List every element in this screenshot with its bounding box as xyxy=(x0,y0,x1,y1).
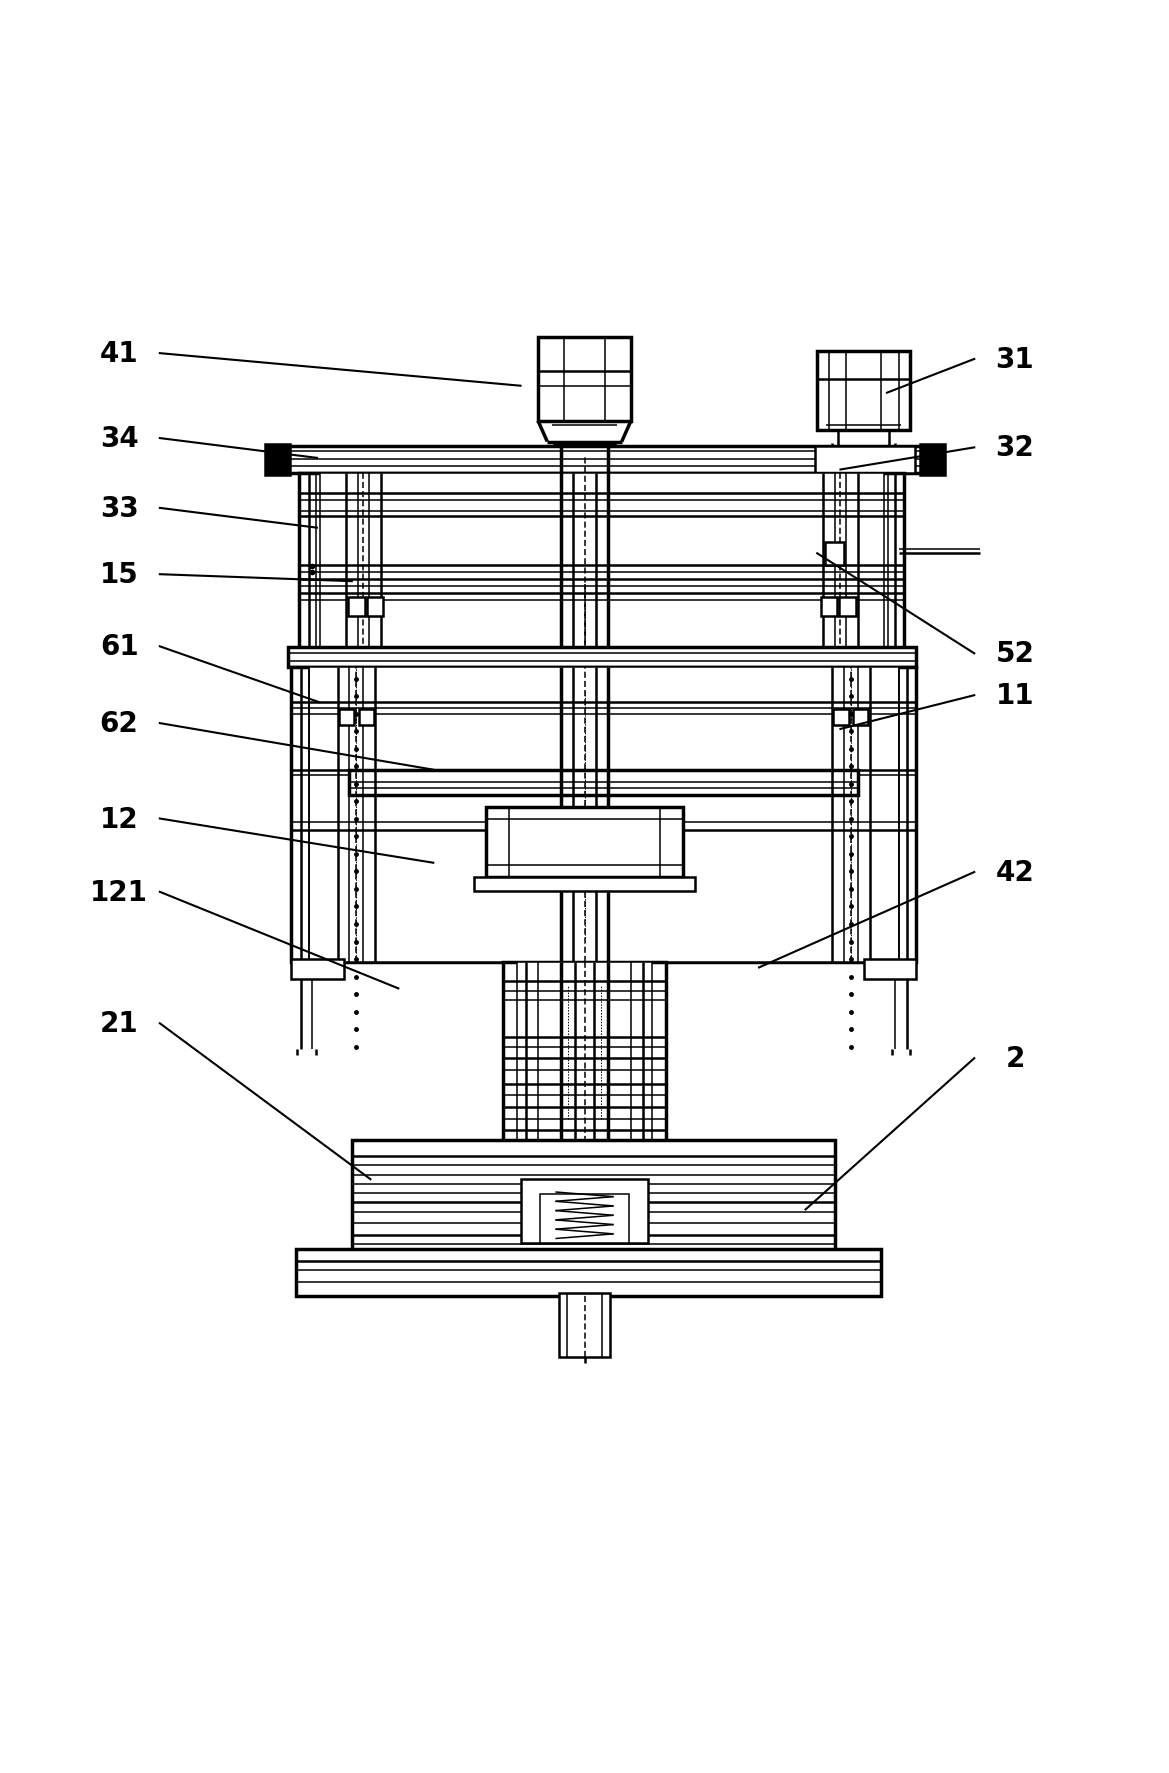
Text: 21: 21 xyxy=(99,1009,138,1037)
Bar xyxy=(309,668,899,963)
Bar xyxy=(920,445,946,475)
Bar xyxy=(485,807,684,878)
Text: 33: 33 xyxy=(99,495,138,523)
Bar xyxy=(538,337,631,422)
Bar xyxy=(348,598,365,617)
Bar xyxy=(473,878,696,892)
Bar xyxy=(520,1179,649,1243)
Bar xyxy=(817,351,911,431)
Bar xyxy=(503,963,666,1142)
Bar xyxy=(561,441,608,457)
Bar xyxy=(367,598,383,617)
Text: 2: 2 xyxy=(1005,1044,1025,1073)
Bar xyxy=(833,709,849,725)
Text: 32: 32 xyxy=(996,434,1035,463)
Text: 62: 62 xyxy=(99,709,138,738)
Bar xyxy=(288,649,916,668)
Bar xyxy=(359,709,374,725)
Text: 42: 42 xyxy=(996,858,1035,886)
Bar xyxy=(339,709,354,725)
Bar xyxy=(264,445,290,475)
Bar xyxy=(276,447,934,473)
Text: 34: 34 xyxy=(99,426,138,452)
Bar xyxy=(291,668,916,963)
Text: 11: 11 xyxy=(996,683,1035,709)
Bar xyxy=(352,1140,835,1254)
Text: 61: 61 xyxy=(99,633,138,661)
Bar xyxy=(831,463,883,473)
Bar xyxy=(554,441,615,449)
Bar xyxy=(815,447,915,473)
Bar xyxy=(540,1195,629,1243)
Text: 121: 121 xyxy=(90,878,148,906)
Bar xyxy=(864,959,916,979)
Bar xyxy=(559,1294,610,1358)
Bar xyxy=(839,598,856,617)
Bar xyxy=(350,769,858,796)
Text: 31: 31 xyxy=(996,346,1035,374)
Bar xyxy=(821,598,837,617)
Text: 15: 15 xyxy=(99,560,138,589)
Bar xyxy=(853,709,869,725)
Bar xyxy=(825,543,844,566)
Text: 41: 41 xyxy=(99,340,138,369)
Bar xyxy=(296,1250,881,1296)
Bar xyxy=(299,473,905,654)
Text: 52: 52 xyxy=(996,640,1035,668)
Text: 12: 12 xyxy=(99,805,138,833)
Bar xyxy=(291,959,344,979)
Bar xyxy=(320,473,884,654)
Bar xyxy=(517,963,652,1142)
